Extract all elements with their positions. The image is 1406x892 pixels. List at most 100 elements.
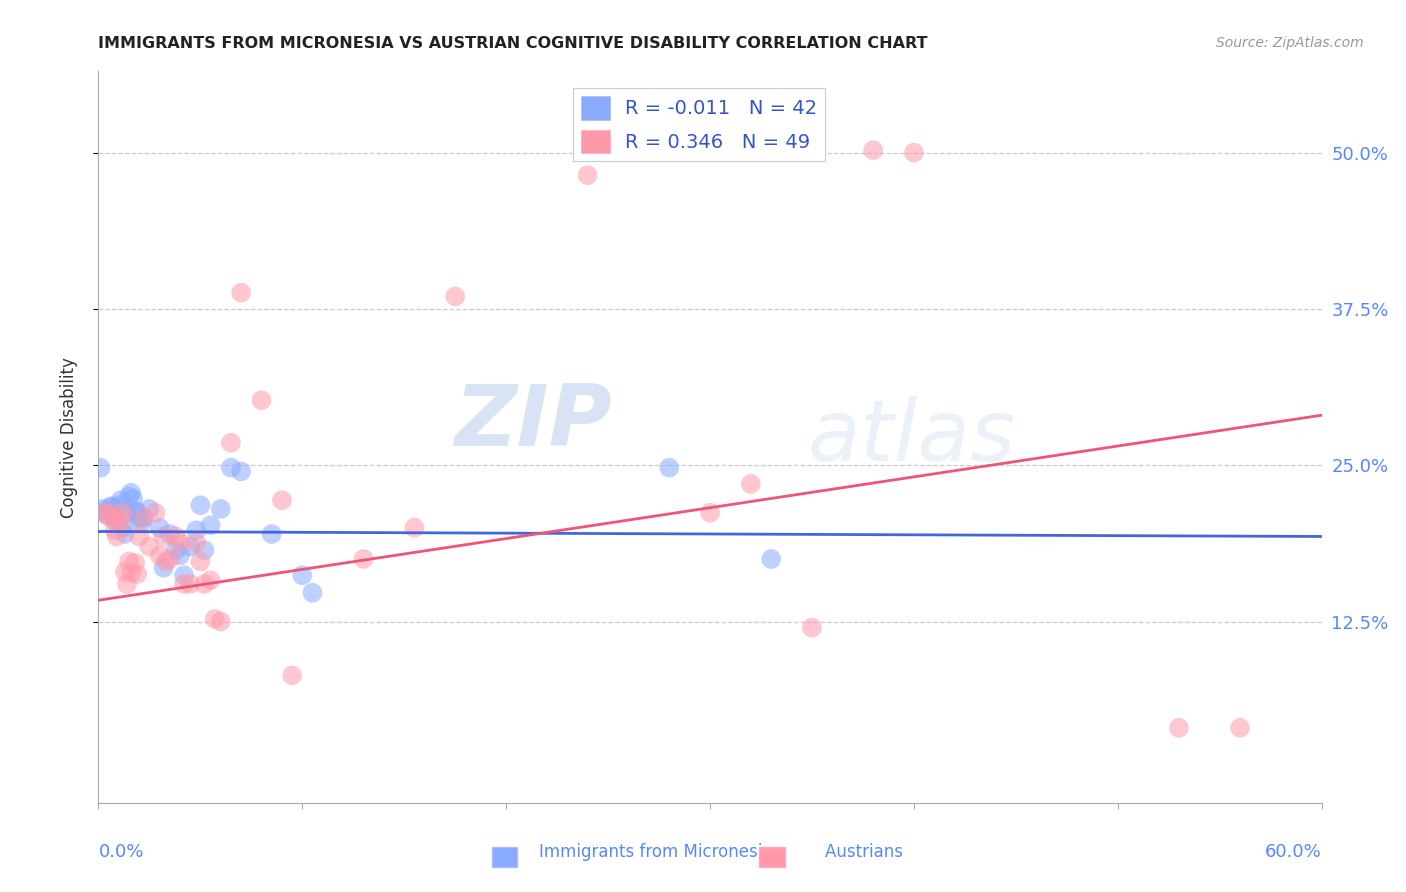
Point [115, 506, 138, 520]
Point [127, 504, 149, 518]
Point [91, 502, 114, 516]
Point [128, 510, 150, 524]
Y-axis label: Cognitive Disability: Cognitive Disability [59, 357, 77, 517]
Point [188, 498, 212, 512]
Point [173, 568, 195, 582]
Point [145, 506, 167, 520]
Point [138, 502, 160, 516]
Point [104, 523, 127, 537]
Point [200, 518, 222, 533]
Point [188, 554, 212, 568]
Point [598, 139, 620, 153]
Point [105, 516, 128, 530]
Point [165, 543, 187, 558]
Point [110, 493, 132, 508]
Point [111, 506, 134, 520]
Point [124, 556, 146, 570]
Point [250, 393, 273, 408]
Point [169, 548, 191, 562]
Point [128, 529, 150, 543]
Point [1167, 721, 1189, 735]
Point [110, 516, 132, 530]
Point [152, 529, 174, 543]
Point [159, 527, 181, 541]
Point [122, 491, 145, 506]
Point [193, 577, 215, 591]
Point [352, 552, 374, 566]
Point [104, 510, 127, 524]
Point [169, 535, 191, 549]
Point [200, 573, 222, 587]
Point [291, 568, 314, 582]
Point [179, 577, 201, 591]
Point [93, 506, 115, 520]
Point [111, 521, 134, 535]
Point [209, 502, 232, 516]
Point [159, 552, 181, 566]
Point [281, 668, 304, 682]
Point [186, 523, 208, 537]
Point [270, 493, 294, 508]
Point [219, 435, 242, 450]
Point [127, 566, 149, 581]
Text: 60.0%: 60.0% [1265, 843, 1322, 861]
Point [138, 540, 160, 554]
Point [155, 554, 177, 568]
Point [129, 516, 152, 530]
Point [903, 145, 925, 160]
Point [301, 586, 323, 600]
Point [114, 527, 136, 541]
Point [179, 540, 201, 554]
Point [165, 529, 187, 543]
Point [186, 535, 208, 549]
Text: ZIP: ZIP [454, 381, 612, 464]
Point [231, 465, 253, 479]
Point [801, 621, 824, 635]
Point [149, 548, 172, 562]
Point [193, 543, 215, 558]
Point [862, 143, 884, 157]
Point [658, 460, 681, 475]
Point [89, 460, 111, 475]
Point [173, 577, 195, 591]
Point [118, 554, 141, 568]
Point [152, 560, 174, 574]
Point [100, 500, 122, 514]
Point [115, 577, 138, 591]
Point [740, 477, 762, 491]
Point [97, 506, 120, 520]
Point [260, 527, 283, 541]
Point [1229, 721, 1251, 735]
Point [105, 529, 128, 543]
Point [699, 506, 721, 520]
Point [444, 289, 467, 303]
Legend: R = -0.011   N = 42, R = 0.346   N = 49: R = -0.011 N = 42, R = 0.346 N = 49 [574, 88, 825, 161]
Point [124, 504, 146, 518]
Point [209, 615, 232, 629]
Text: 0.0%: 0.0% [98, 843, 143, 861]
Point [576, 168, 599, 182]
Point [93, 504, 115, 518]
Point [108, 498, 131, 512]
Point [219, 460, 242, 475]
Point [149, 521, 172, 535]
Point [100, 510, 122, 524]
Point [231, 285, 253, 300]
Point [120, 485, 142, 500]
Point [404, 521, 426, 535]
Point [120, 566, 142, 580]
Point [108, 510, 131, 524]
Point [96, 508, 118, 523]
Point [118, 490, 141, 504]
Text: IMMIGRANTS FROM MICRONESIA VS AUSTRIAN COGNITIVE DISABILITY CORRELATION CHART: IMMIGRANTS FROM MICRONESIA VS AUSTRIAN C… [98, 36, 928, 51]
Point [97, 506, 120, 520]
Text: atlas: atlas [808, 395, 1017, 479]
Text: Immigrants from Micronesia          Austrians: Immigrants from Micronesia Austrians [517, 843, 903, 861]
Point [132, 510, 155, 524]
Text: Source: ZipAtlas.com: Source: ZipAtlas.com [1216, 36, 1364, 50]
Point [114, 565, 136, 579]
Point [761, 552, 783, 566]
Point [204, 612, 226, 626]
Point [132, 510, 155, 524]
Point [101, 500, 124, 514]
